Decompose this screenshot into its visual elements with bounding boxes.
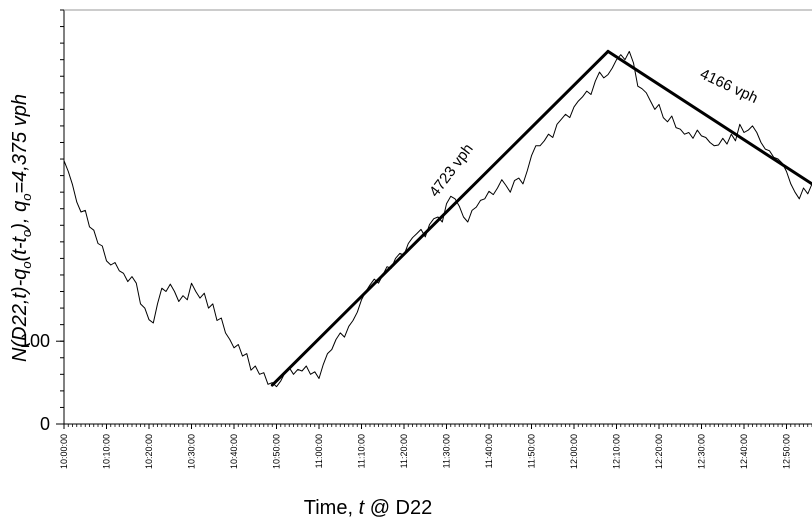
y-title-part: (t-t	[9, 235, 31, 261]
x-tick-label: 12:50:00	[782, 434, 792, 469]
x-tick-label: 10:10:00	[102, 434, 112, 469]
series-layer	[63, 49, 812, 388]
x-tick-label: 10:30:00	[187, 434, 197, 469]
y-title-part: =4,375 vph	[9, 94, 31, 194]
y-title-part: o	[19, 230, 34, 237]
x-tick-label: 11:30:00	[442, 434, 452, 468]
x-tick-label: 12:40:00	[739, 434, 749, 469]
observed-series-line	[63, 50, 812, 388]
x-title-part: @ D22	[364, 497, 432, 519]
y-title-part: o	[19, 194, 34, 201]
y-ticks: 0 100	[20, 9, 64, 434]
x-tick-label: 11:40:00	[484, 434, 494, 468]
x-tick-label: 11:50:00	[527, 434, 537, 468]
y-title-part: ), q	[9, 201, 31, 232]
x-tick-label: 10:20:00	[144, 434, 154, 469]
x-tick-label: 10:50:00	[272, 434, 282, 469]
x-ticks: 10:00:00 10:10:00 10:20:00 10:30:00 10:40:00…	[59, 424, 812, 469]
x-tick-label: 12:00:00	[569, 434, 579, 469]
x-title-part: Time,	[304, 497, 359, 519]
x-tick-label: 11:10:00	[357, 434, 367, 468]
x-tick-label: 10:00:00	[59, 434, 69, 469]
x-tick-label: 12:30:00	[697, 434, 707, 469]
x-tick-label: 11:20:00	[399, 434, 409, 468]
trend-line-1	[270, 49, 610, 387]
x-tick-label: 11:00:00	[314, 434, 324, 468]
y-tick-label: 100	[20, 331, 50, 351]
trend-line-2	[606, 49, 812, 186]
y-axis-title: N(D22,t)-qo(t-to), qo=4,375 vph	[9, 94, 34, 362]
y-tick-label: 0	[40, 414, 50, 434]
slope-annotation: 4166 vph	[697, 65, 760, 106]
y-title-part: o	[19, 261, 34, 268]
y-title-part: N(D22,t)-q	[9, 269, 31, 362]
x-tick-label: 10:40:00	[229, 434, 239, 469]
x-tick-label: 12:20:00	[654, 434, 664, 469]
x-tick-label: 12:10:00	[612, 434, 622, 469]
x-title-part: t	[359, 497, 366, 519]
x-axis-title: Time, t @ D22	[304, 497, 433, 519]
